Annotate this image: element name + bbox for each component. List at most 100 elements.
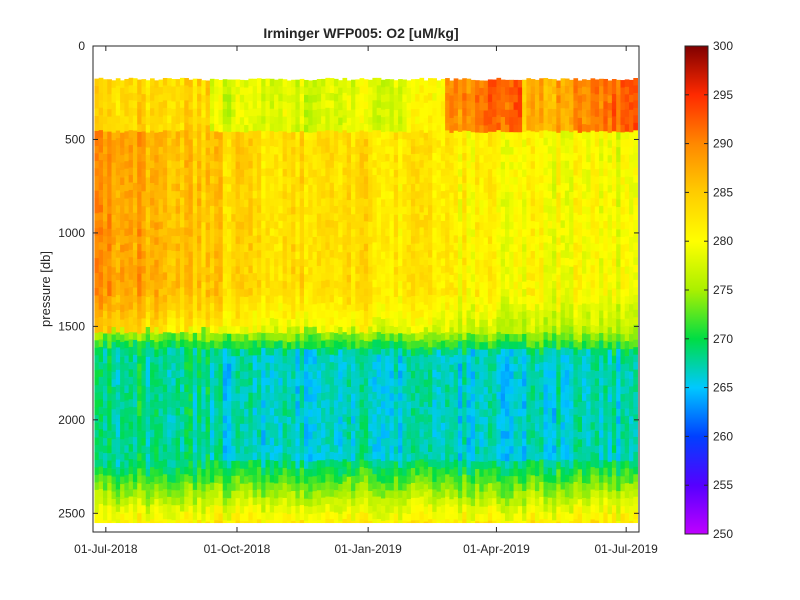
heat-cell bbox=[278, 310, 284, 319]
heat-cell bbox=[398, 452, 403, 461]
heat-cell bbox=[132, 145, 138, 154]
heat-cell bbox=[201, 439, 207, 447]
heat-cell bbox=[120, 110, 125, 119]
heat-cell bbox=[205, 207, 211, 216]
heat-cell bbox=[239, 349, 245, 357]
heat-cell bbox=[321, 422, 326, 431]
heat-cell bbox=[355, 483, 360, 492]
heat-cell bbox=[303, 94, 309, 103]
heat-cell bbox=[205, 132, 211, 141]
heat-cell bbox=[256, 354, 262, 363]
heat-cell bbox=[376, 122, 382, 131]
heat-cell bbox=[415, 497, 420, 506]
heat-cell bbox=[98, 174, 104, 183]
heat-cell bbox=[248, 452, 254, 461]
heat-cell bbox=[282, 281, 288, 289]
heat-cell bbox=[393, 483, 399, 492]
heat-cell bbox=[376, 324, 382, 333]
heat-cell bbox=[94, 190, 100, 199]
heat-cell bbox=[179, 406, 185, 415]
heat-cell bbox=[376, 287, 382, 296]
heat-cell bbox=[205, 319, 211, 328]
heat-cell bbox=[197, 250, 202, 259]
heat-cell bbox=[239, 311, 245, 320]
heat-cell bbox=[218, 468, 224, 477]
heat-cell bbox=[368, 124, 373, 133]
heat-cell bbox=[342, 504, 348, 512]
heat-cell bbox=[393, 207, 399, 216]
heat-cell bbox=[179, 324, 185, 333]
heat-cell bbox=[398, 408, 403, 416]
heat-cell bbox=[141, 378, 147, 387]
heat-cell bbox=[218, 438, 224, 447]
heat-cell bbox=[111, 117, 117, 126]
heat-cell bbox=[342, 219, 348, 228]
heat-cell bbox=[197, 161, 202, 169]
heat-cell bbox=[376, 167, 382, 176]
heat-cell bbox=[184, 107, 189, 116]
heat-cell bbox=[329, 414, 335, 423]
heat-cell bbox=[154, 244, 159, 253]
heat-cell bbox=[286, 514, 292, 523]
heat-cell bbox=[102, 460, 108, 469]
heat-cell bbox=[137, 356, 142, 365]
heat-cell bbox=[231, 206, 236, 215]
heat-cell bbox=[299, 146, 305, 155]
heat-cell bbox=[389, 430, 395, 439]
heat-cell bbox=[419, 182, 425, 191]
heat-cell bbox=[351, 266, 356, 275]
heat-cell bbox=[312, 319, 318, 328]
heat-cell bbox=[141, 281, 147, 289]
heat-cell bbox=[286, 110, 292, 119]
heat-cell bbox=[120, 244, 125, 253]
heat-cell bbox=[227, 505, 232, 514]
heat-cell bbox=[432, 123, 437, 131]
heat-cell bbox=[432, 115, 437, 124]
heat-cell bbox=[363, 251, 369, 260]
heat-cell bbox=[351, 169, 356, 178]
heat-cell bbox=[295, 498, 301, 507]
heat-cell bbox=[231, 378, 236, 387]
heat-cell bbox=[333, 392, 339, 401]
heat-cell bbox=[205, 289, 211, 298]
heat-cell bbox=[363, 258, 369, 267]
heat-cell bbox=[393, 461, 399, 470]
heat-cell bbox=[107, 475, 112, 484]
heat-cell bbox=[346, 334, 352, 343]
heat-cell bbox=[432, 302, 437, 311]
heat-cell bbox=[94, 497, 100, 506]
heat-cell bbox=[303, 311, 309, 320]
heat-cell bbox=[274, 274, 279, 282]
heat-cell bbox=[333, 430, 339, 439]
heat-cell bbox=[205, 222, 211, 231]
heat-cell bbox=[286, 357, 292, 366]
heat-cell bbox=[445, 190, 450, 199]
heat-cell bbox=[158, 498, 164, 507]
heat-cell bbox=[141, 273, 147, 282]
heat-cell bbox=[295, 244, 301, 253]
heat-cell bbox=[308, 132, 313, 141]
heat-cell bbox=[389, 139, 395, 147]
heat-cell bbox=[333, 497, 339, 506]
heat-cell bbox=[346, 267, 352, 276]
heat-cell bbox=[428, 354, 433, 363]
heat-cell bbox=[415, 452, 420, 461]
heat-cell bbox=[227, 333, 232, 342]
heat-cell bbox=[393, 311, 399, 320]
heat-cell bbox=[141, 318, 147, 327]
heat-cell bbox=[201, 80, 207, 89]
heat-cell bbox=[308, 476, 313, 485]
heat-cell bbox=[150, 197, 155, 206]
heat-cell bbox=[128, 92, 134, 101]
heat-cell bbox=[111, 386, 117, 395]
heat-cell bbox=[107, 468, 112, 476]
heat-cell bbox=[239, 491, 245, 499]
heat-cell bbox=[192, 474, 198, 483]
heat-cell bbox=[299, 445, 305, 454]
heat-cell bbox=[218, 244, 224, 253]
heat-cell bbox=[261, 198, 266, 207]
heat-cell bbox=[316, 138, 322, 147]
heat-cell bbox=[184, 182, 189, 191]
heat-cell bbox=[419, 212, 425, 221]
heat-cell bbox=[406, 312, 412, 321]
